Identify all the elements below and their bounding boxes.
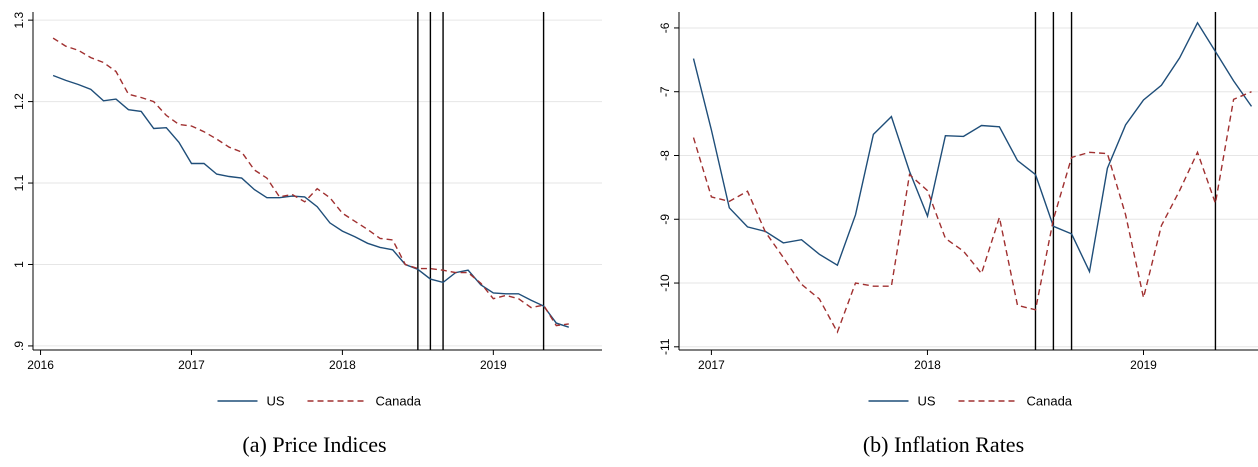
y-tick-label: -7	[658, 86, 672, 97]
legend: US Canada	[868, 394, 1073, 409]
x-tick-label: 2019	[1130, 358, 1157, 372]
y-tick-label: 1.2	[12, 93, 26, 110]
x-tick-label: 2016	[27, 358, 54, 372]
y-tick-label: 1	[12, 261, 26, 268]
legend-label-canada: Canada	[376, 394, 422, 409]
y-tick-label: -10	[658, 274, 672, 292]
price-indices-chart: .9 1 1.1 1.2 1.3 2016 2017 2018 2019 US Canada	[12, 11, 602, 409]
legend-label-us: US	[918, 394, 936, 409]
legend: US Canada	[217, 394, 422, 409]
series-line-us	[692, 21, 1253, 274]
y-tick-label: -6	[658, 22, 672, 33]
legend-label-canada: Canada	[1027, 394, 1073, 409]
series-line-canada	[692, 91, 1252, 334]
y-tick-label: .9	[12, 341, 26, 351]
y-tick-label: -9	[658, 214, 672, 225]
caption-inflation-rates: (b) Inflation Rates	[862, 432, 1025, 457]
legend-label-us: US	[267, 394, 285, 409]
x-tick-label: 2017	[698, 358, 725, 372]
inflation-rates-chart: -11 -10 -9 -8 -7 -6 2017 2018 2019 US Canada	[658, 12, 1258, 409]
x-tick-label: 2018	[329, 358, 356, 372]
x-tick-label: 2017	[178, 358, 205, 372]
y-tick-label: 1.1	[12, 174, 26, 191]
panel-inflation-rates: -11 -10 -9 -8 -7 -6 2017 2018 2019 US Canada (b) I…	[629, 0, 1258, 467]
caption-price-indices: (a) Price Indices	[242, 432, 387, 457]
y-tick-label: -8	[658, 150, 672, 161]
y-tick-label: 1.3	[12, 11, 26, 28]
panel-price-indices: .9 1 1.1 1.2 1.3 2016 2017 2018 2019 US Canada (a)…	[12, 11, 602, 457]
series-line-us	[52, 74, 570, 328]
x-tick-label: 2018	[914, 358, 941, 372]
series-line-canada	[52, 37, 569, 327]
x-tick-label: 2019	[480, 358, 507, 372]
y-tick-label: -11	[658, 338, 672, 355]
